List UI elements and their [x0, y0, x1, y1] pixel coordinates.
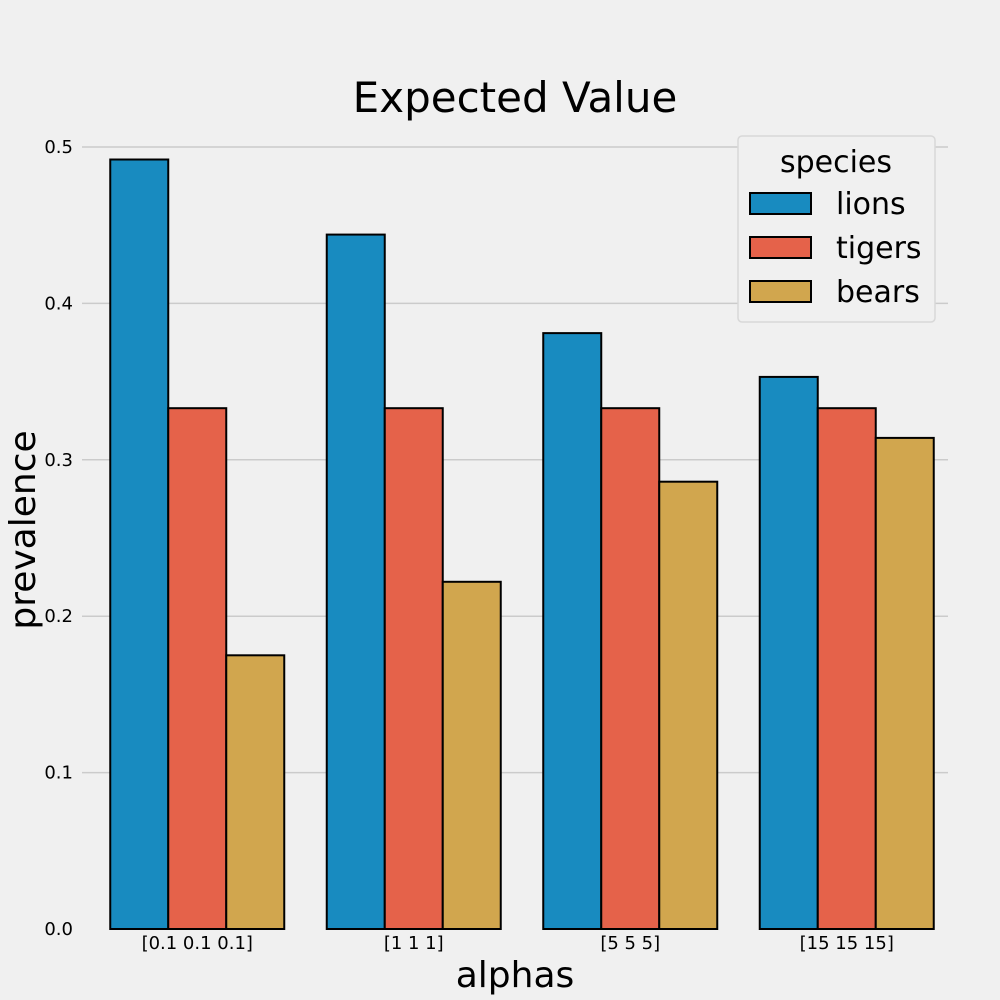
legend-swatch-bears: [749, 280, 812, 303]
x-tick-label: [0.1 0.1 0.1]: [142, 933, 253, 954]
bar-tigers: [383, 407, 444, 930]
x-tick-label: [5 5 5]: [600, 933, 660, 954]
legend-label-lions: lions: [836, 187, 906, 222]
bar-tigers: [816, 407, 877, 930]
bar-bears: [225, 654, 286, 930]
chart-title: Expected Value: [353, 73, 678, 122]
legend-label-tigers: tigers: [836, 231, 922, 266]
bar-lions: [109, 158, 170, 930]
legend-title: species: [780, 145, 892, 180]
bar-bears: [874, 436, 935, 930]
bar-bears: [658, 480, 719, 930]
y-tick-label: 0.2: [44, 606, 73, 627]
x-tick-label: [15 15 15]: [800, 933, 894, 954]
bar-tigers: [600, 407, 661, 930]
y-tick-label: 0.0: [44, 919, 73, 940]
legend: species lions tigers bears: [737, 135, 936, 323]
bar-tigers: [167, 407, 228, 930]
bar-lions: [758, 375, 819, 930]
y-tick-label: 0.1: [44, 763, 73, 784]
x-axis-label: alphas: [456, 955, 575, 996]
legend-swatch-lions: [749, 192, 812, 215]
legend-items: lions tigers bears: [749, 187, 922, 310]
legend-label-bears: bears: [836, 275, 920, 310]
y-tick-label: 0.5: [44, 137, 73, 158]
bars: [109, 158, 935, 931]
y-tick-label: 0.4: [44, 293, 73, 314]
bar-lions: [325, 233, 386, 931]
x-tick-label: [1 1 1]: [384, 933, 444, 954]
x-tick-labels: [0.1 0.1 0.1] [1 1 1] [5 5 5] [15 15 15]: [142, 933, 894, 954]
y-tick-label: 0.3: [44, 450, 73, 471]
bar-bears: [441, 580, 502, 930]
legend-swatch-tigers: [749, 236, 812, 259]
y-axis-label: prevalence: [3, 430, 44, 629]
y-tick-labels: 0.0 0.1 0.2 0.3 0.4 0.5: [44, 137, 73, 940]
legend-frame: [737, 135, 936, 323]
bar-lions: [542, 332, 603, 930]
